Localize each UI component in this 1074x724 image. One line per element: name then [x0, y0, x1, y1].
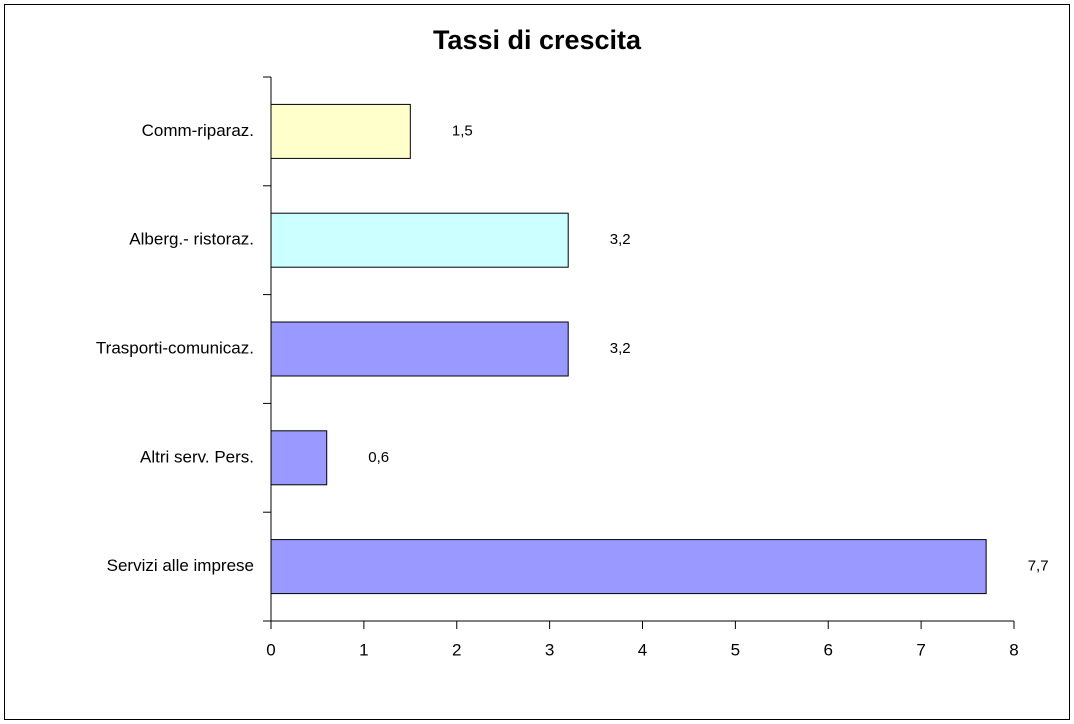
y-tick-label: Servizi alle imprese: [107, 556, 254, 575]
bar: [270, 212, 569, 268]
bar: [270, 430, 328, 486]
x-tick-label: 4: [638, 640, 647, 659]
value-label: 0,6: [368, 449, 389, 466]
x-tick-label: 1: [359, 640, 368, 659]
bar: [270, 539, 987, 595]
value-label: 3,2: [610, 231, 631, 248]
y-tick-label: Comm-riparaz.: [142, 121, 254, 140]
x-tick-label: 0: [266, 640, 275, 659]
value-label: 7,7: [1028, 558, 1049, 575]
x-tick-label: 5: [731, 640, 740, 659]
y-tick-label: Trasporti-comunicaz.: [96, 338, 254, 357]
y-tick-label: Alberg.- ristoraz.: [129, 230, 254, 249]
value-label: 3,2: [610, 340, 631, 357]
x-tick-label: 7: [916, 640, 925, 659]
bar: [270, 321, 569, 377]
y-tick-label: Altri serv. Pers.: [140, 447, 254, 466]
bar: [270, 103, 411, 159]
x-tick-label: 2: [452, 640, 461, 659]
x-tick-label: 6: [824, 640, 833, 659]
value-label: 1,5: [452, 122, 473, 139]
chart-title: Tassi di crescita: [433, 25, 642, 55]
x-tick-label: 3: [545, 640, 554, 659]
x-tick-label: 8: [1009, 640, 1018, 659]
